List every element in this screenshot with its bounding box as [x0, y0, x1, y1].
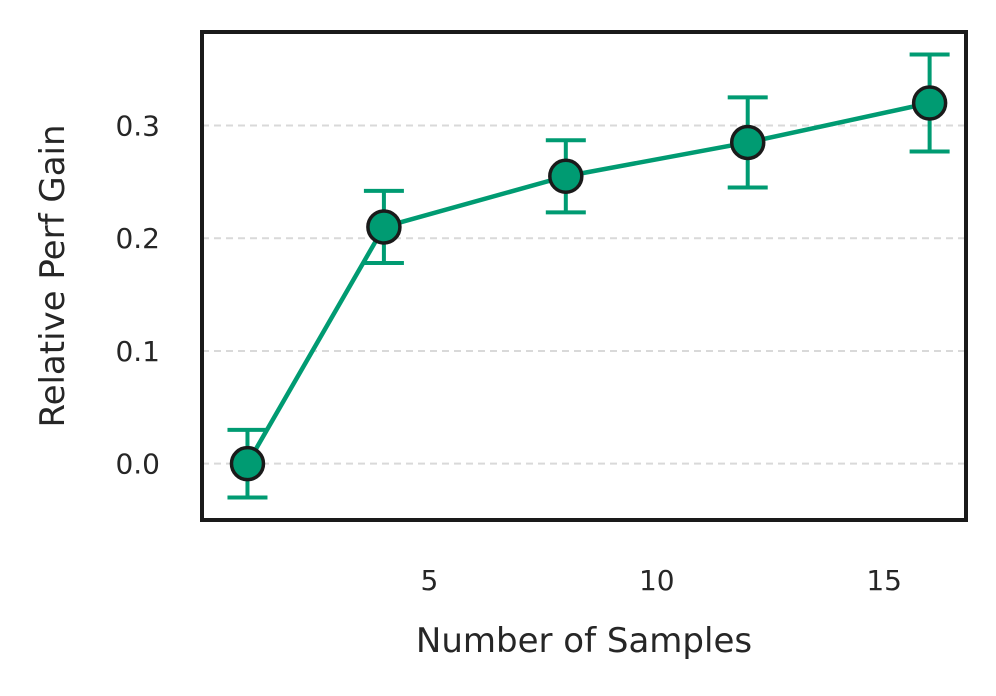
grid-lines — [202, 124, 966, 465]
data-point — [366, 209, 402, 245]
x-tick-label: 5 — [420, 564, 438, 597]
data-point — [911, 85, 948, 121]
plot-frame — [200, 30, 968, 522]
x-tick-labels: 5 10 15 — [420, 564, 901, 597]
y-tick-label: 0.3 — [115, 110, 160, 143]
y-tick-labels: 0.0 0.1 0.2 0.3 — [115, 110, 160, 481]
data-point — [729, 124, 766, 161]
x-tick-label: 10 — [639, 564, 675, 597]
y-axis-label: Relative Perf Gain — [33, 124, 73, 427]
x-tick-label: 15 — [866, 564, 902, 597]
y-tick-label: 0.1 — [115, 335, 160, 368]
y-tick-label: 0.2 — [115, 222, 160, 255]
data-point — [548, 158, 584, 195]
y-tick-label: 0.0 — [115, 448, 160, 481]
series-layer — [227, 52, 950, 500]
data-point — [229, 445, 266, 482]
series-line — [245, 100, 931, 465]
x-axis-label: Number of Samples — [416, 621, 752, 661]
